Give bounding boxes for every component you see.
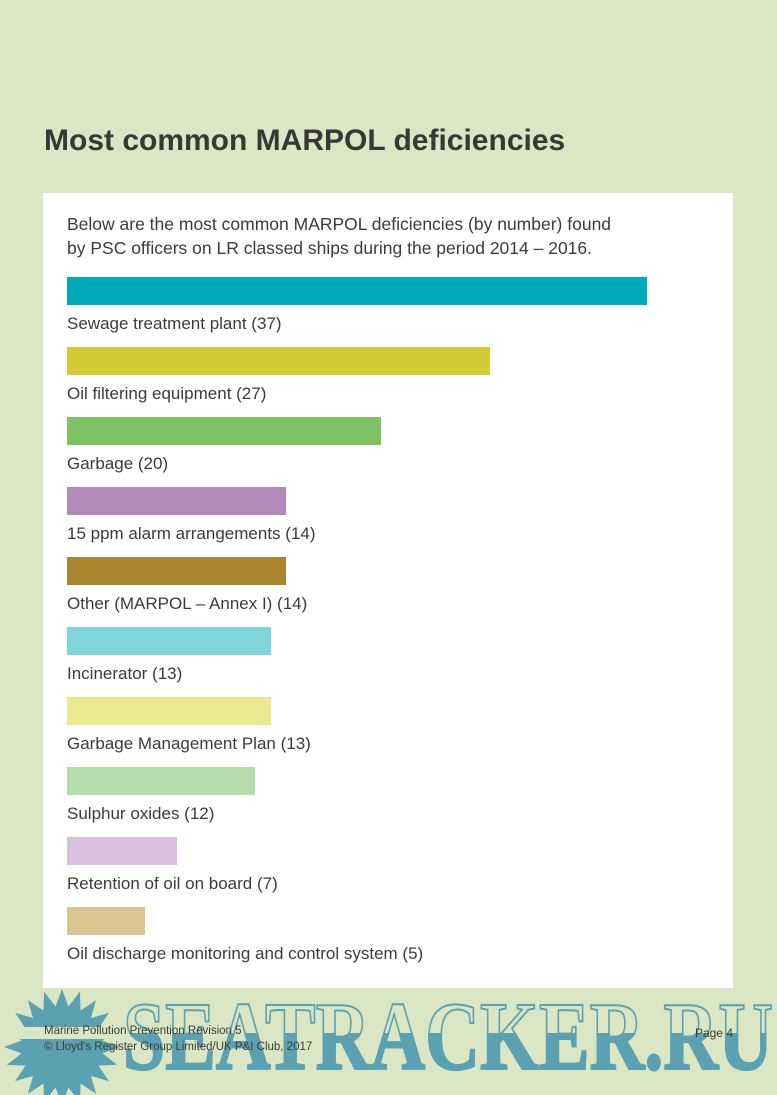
content-panel: Below are the most common MARPOL deficie… — [43, 193, 733, 988]
bar-label: Garbage Management Plan (13) — [67, 734, 311, 753]
bar-row: Sulphur oxides (12) — [67, 767, 709, 823]
bar-row: Oil filtering equipment (27) — [67, 347, 709, 403]
bar-row: 15 ppm alarm arrangements (14) — [67, 487, 709, 543]
footer-copyright: © Lloyd's Register Group Limited/UK P&I … — [44, 1041, 313, 1053]
bar — [67, 487, 286, 515]
bar-label: Oil filtering equipment (27) — [67, 384, 267, 403]
intro-line-1: Below are the most common MARPOL deficie… — [67, 214, 612, 234]
footer-page-number: Page 4 — [694, 1026, 733, 1040]
bar — [67, 277, 647, 305]
watermark-text-fill: SEATRACKER.RU — [123, 983, 773, 1090]
page-title: Most common MARPOL deficiencies — [44, 124, 566, 158]
sun-icon — [0, 989, 122, 1095]
bar-label: Sewage treatment plant (37) — [67, 314, 282, 333]
bar-row: Garbage (20) — [67, 417, 709, 473]
bar-label: Other (MARPOL – Annex I) (14) — [67, 594, 308, 613]
bar — [67, 907, 145, 935]
intro-line-2: by PSC officers on LR classed ships duri… — [67, 238, 592, 258]
bar — [67, 627, 271, 655]
bar — [67, 347, 490, 375]
bar-row: Incinerator (13) — [67, 627, 709, 683]
footer-document-title: Marine Pollution Prevention Revision 5 — [44, 1025, 242, 1037]
bar — [67, 767, 255, 795]
bar-chart: Sewage treatment plant (37) Oil filtering… — [67, 277, 709, 963]
watermark-text-outline: SEATRACKER.RU — [123, 983, 773, 1090]
bar-label: Garbage (20) — [67, 454, 169, 473]
bar-label: Incinerator (13) — [67, 664, 183, 683]
bar-label: Retention of oil on board (7) — [67, 874, 278, 893]
bar-label: Oil discharge monitoring and control sys… — [67, 944, 424, 963]
bar-row: Sewage treatment plant (37) — [67, 277, 709, 333]
bar — [67, 557, 286, 585]
bar — [67, 837, 177, 865]
bar-row: Other (MARPOL – Annex I) (14) — [67, 557, 709, 613]
bar-label: Sulphur oxides (12) — [67, 804, 215, 823]
bar — [67, 697, 271, 725]
watermark: SEATRACKER.RU SEATRACKER.RU — [0, 982, 774, 1095]
bar-row: Retention of oil on board (7) — [67, 837, 709, 893]
bar-row: Oil discharge monitoring and control sys… — [67, 907, 709, 963]
bar — [67, 417, 381, 445]
intro-text: Below are the most common MARPOL deficie… — [67, 212, 709, 260]
bar-label: 15 ppm alarm arrangements (14) — [67, 524, 316, 543]
bar-row: Garbage Management Plan (13) — [67, 697, 709, 753]
